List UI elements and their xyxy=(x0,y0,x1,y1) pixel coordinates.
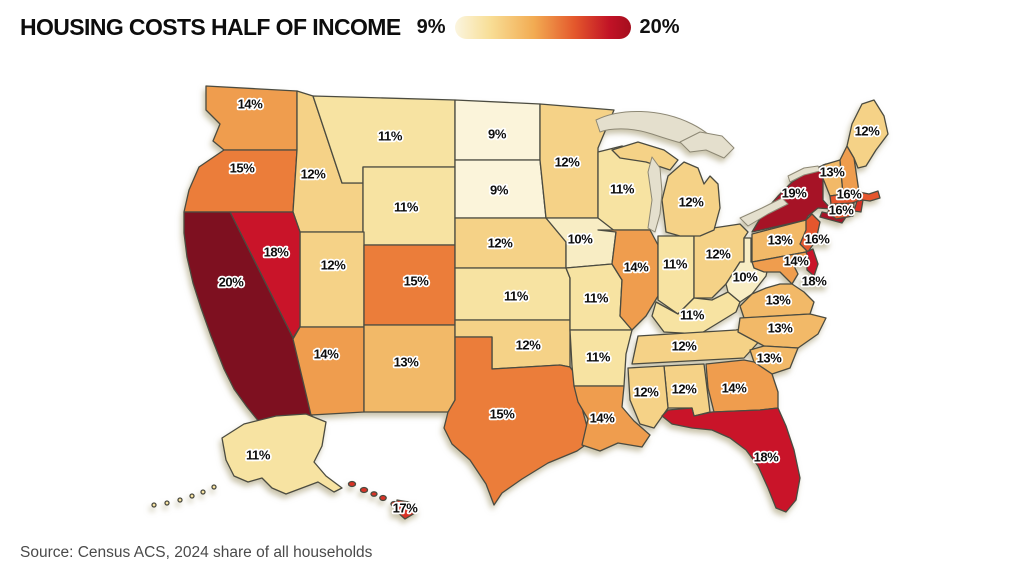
state-tx-shape xyxy=(443,336,592,506)
lake-huron xyxy=(679,131,735,159)
state-md-label: 14% xyxy=(784,254,810,269)
state-nc-shape xyxy=(737,313,827,349)
state-ms-label: 12% xyxy=(634,385,660,400)
state-ak-shape xyxy=(151,413,343,508)
state-ak-label: 11% xyxy=(246,448,271,463)
state-ny-label: 19% xyxy=(782,186,808,201)
state-pa-label: 13% xyxy=(768,233,794,248)
state-de-label: 18% xyxy=(802,274,828,289)
state-me-shape xyxy=(846,99,889,169)
state-mi-lower-shape xyxy=(661,161,721,237)
state-fl-label: 18% xyxy=(754,450,780,465)
state-wy-label: 11% xyxy=(394,200,419,215)
state-ma-label: 16% xyxy=(837,187,863,202)
lake-erie xyxy=(739,197,789,227)
state-nc-label: 13% xyxy=(768,321,794,336)
state-az-shape xyxy=(292,326,365,416)
state-hi-label: 17% xyxy=(393,501,419,516)
state-ne-label: 12% xyxy=(488,236,514,251)
state-ca-label: 20% xyxy=(219,275,245,290)
state-or-label: 15% xyxy=(230,161,256,176)
state-nd-label: 9% xyxy=(488,127,507,142)
state-oh-label: 12% xyxy=(706,247,732,262)
state-nj-shape xyxy=(799,213,821,253)
legend-min-label: 9% xyxy=(416,16,446,38)
state-ms-shape xyxy=(627,365,669,429)
state-ia-label: 10% xyxy=(568,232,594,247)
state-nm-label: 13% xyxy=(394,355,420,370)
state-vt-label: 13% xyxy=(820,165,846,180)
chart-title: HOUSING COSTS HALF OF INCOME xyxy=(20,14,401,40)
state-me-label: 12% xyxy=(855,124,881,139)
state-sc-label: 13% xyxy=(757,351,783,366)
state-ks-label: 11% xyxy=(504,289,529,304)
state-ok-label: 12% xyxy=(516,338,542,353)
state-fl-shape xyxy=(661,407,801,513)
state-wi-label: 11% xyxy=(610,182,635,197)
state-il-shape xyxy=(597,229,659,331)
state-ar-label: 11% xyxy=(586,350,611,365)
state-ct-label: 16% xyxy=(829,203,855,218)
state-md-shape xyxy=(751,251,810,285)
state-al-label: 12% xyxy=(672,382,698,397)
state-ga-label: 14% xyxy=(722,381,748,396)
state-ga-shape xyxy=(705,359,779,413)
lake-ontario xyxy=(787,165,821,183)
source-note: Source: Census ACS, 2024 share of all ho… xyxy=(20,544,373,561)
state-id-label: 12% xyxy=(301,167,327,182)
map-group: 14% 15% 12% 11% 11% 12% 15% 18% 20% 14% … xyxy=(151,85,889,520)
state-in-shape xyxy=(657,235,695,315)
state-la-label: 14% xyxy=(590,411,616,426)
state-tx-label: 15% xyxy=(490,407,516,422)
state-il-label: 14% xyxy=(624,260,650,275)
state-mi-upper-shape xyxy=(611,141,679,171)
state-va-label: 13% xyxy=(766,293,792,308)
state-de-shape xyxy=(805,248,819,277)
state-or-shape xyxy=(183,149,298,213)
state-mo-label: 11% xyxy=(584,291,609,306)
state-wv-label: 10% xyxy=(733,270,759,285)
state-ri-shape xyxy=(853,199,864,213)
legend-max-label: 20% xyxy=(639,16,680,38)
state-nh-shape xyxy=(839,145,860,195)
state-va-shape xyxy=(739,283,815,319)
state-ut-label: 12% xyxy=(321,258,347,273)
lake-michigan xyxy=(647,156,663,233)
state-in-label: 11% xyxy=(663,257,688,272)
state-tn-label: 12% xyxy=(672,339,698,354)
state-ky-label: 11% xyxy=(680,308,705,323)
header: HOUSING COSTS HALF OF INCOME 9% 20% xyxy=(20,14,680,41)
state-az-label: 14% xyxy=(314,347,340,362)
state-sd-label: 9% xyxy=(490,183,509,198)
state-ct-shape xyxy=(827,202,855,220)
state-nv-label: 18% xyxy=(264,245,290,260)
state-hi-shape xyxy=(347,480,416,520)
state-mn-label: 12% xyxy=(555,155,581,170)
state-ut-shape xyxy=(299,231,365,328)
state-wv-shape xyxy=(725,237,771,303)
state-co-label: 15% xyxy=(404,274,430,289)
state-mt-label: 11% xyxy=(378,129,403,144)
state-labels: 14% 15% 12% 11% 11% 12% 15% 18% 20% 14% … xyxy=(217,95,882,517)
state-la-shape xyxy=(573,385,651,452)
color-legend: 9% 20% xyxy=(417,16,680,39)
legend-gradient-bar xyxy=(454,16,631,39)
state-wa-label: 14% xyxy=(238,97,264,112)
state-nj-label: 16% xyxy=(805,232,831,247)
state-mi-label: 12% xyxy=(679,195,705,210)
